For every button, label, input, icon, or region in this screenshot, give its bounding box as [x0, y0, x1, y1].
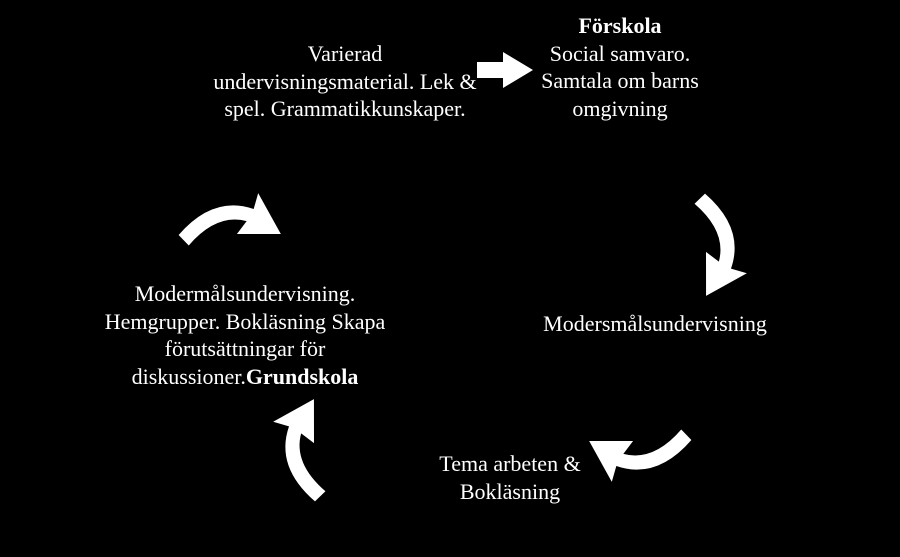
node-forskola-title: Förskola: [520, 12, 720, 40]
node-forskola-body: Social samvaro. Samtala om barns omgivni…: [520, 40, 720, 123]
node-varierad-body: Varierad undervisningsmaterial. Lek & sp…: [210, 40, 480, 123]
node-forskola: Förskola Social samvaro. Samtala om barn…: [520, 12, 720, 122]
arrow-curve-icon: [242, 382, 379, 519]
arrow-curve-icon: [642, 177, 779, 314]
node-varierad: Varierad undervisningsmaterial. Lek & sp…: [210, 40, 480, 123]
node-modersmal: Modersmålsundervisning: [515, 310, 795, 338]
arrow-short-right-icon: [475, 50, 535, 90]
cycle-diagram: Förskola Social samvaro. Samtala om barn…: [0, 0, 900, 557]
arrow-curve-icon: [162, 162, 299, 299]
node-modersmal-body: Modersmålsundervisning: [515, 310, 795, 338]
node-grundskola-bold: Grundskola: [246, 364, 359, 389]
